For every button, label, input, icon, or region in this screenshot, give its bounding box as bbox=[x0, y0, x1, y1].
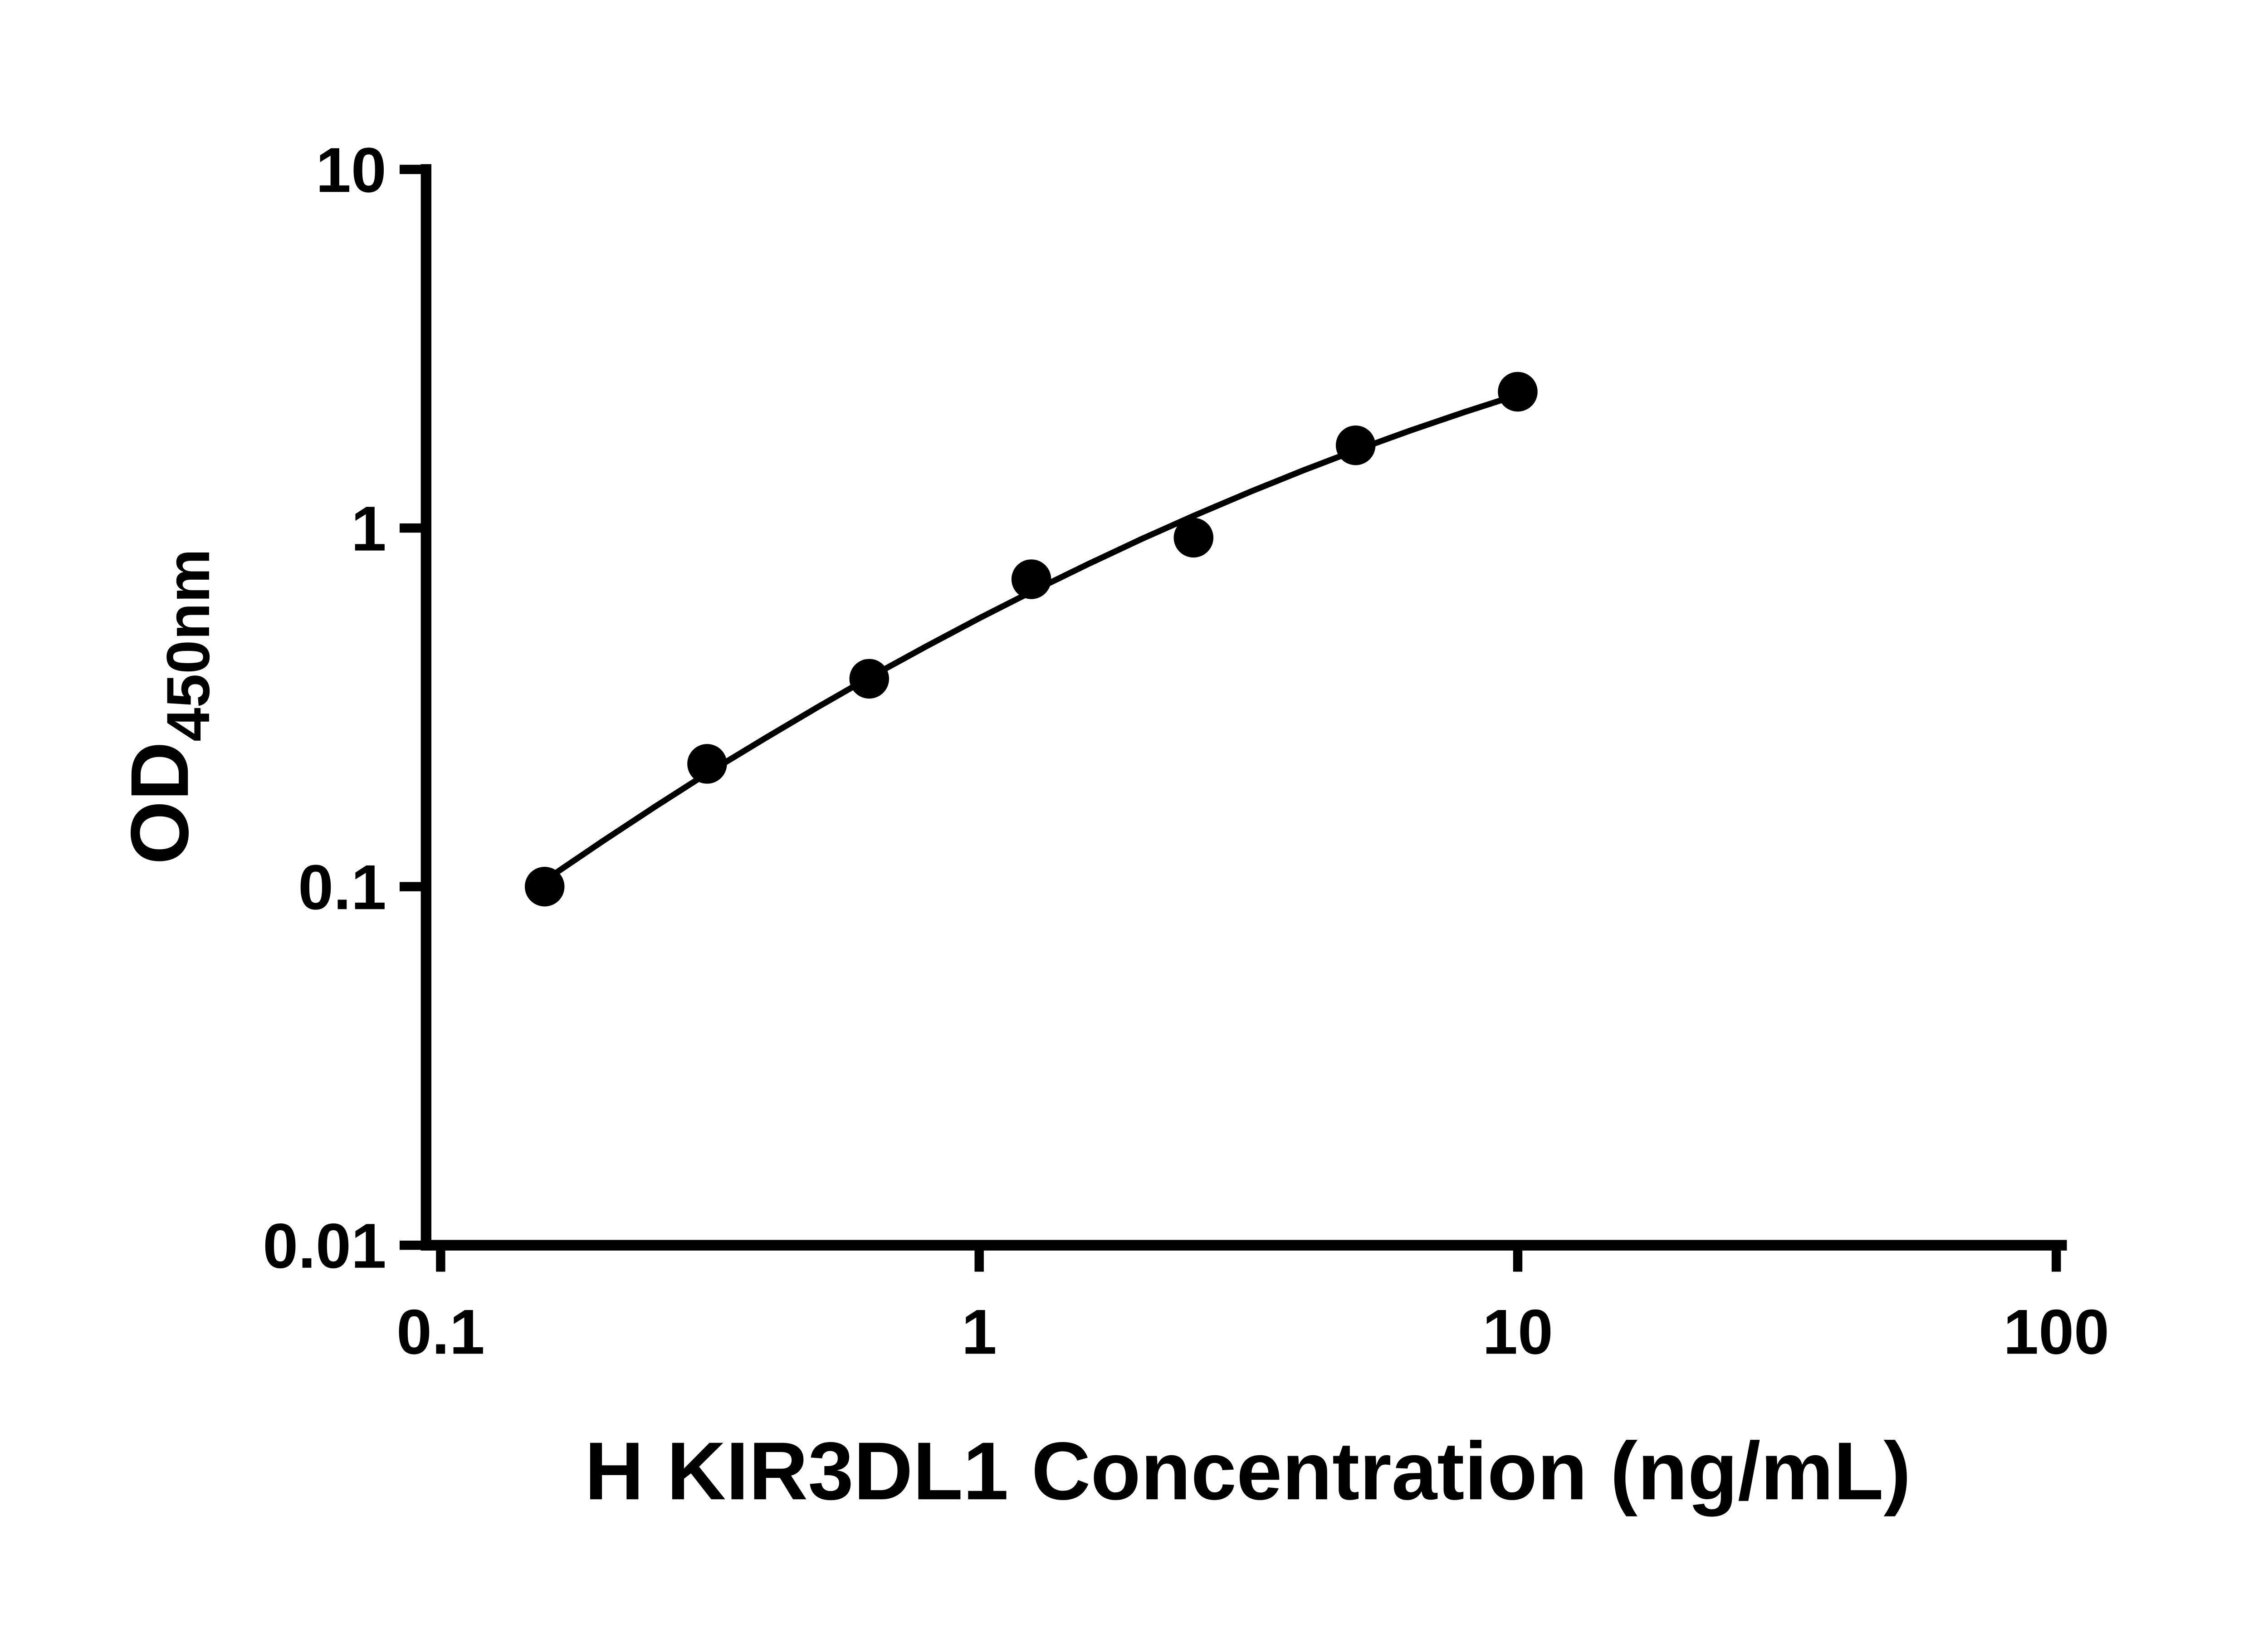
fit-curve-path bbox=[542, 392, 1521, 884]
y-tick-label: 0.01 bbox=[263, 1210, 386, 1281]
data-point bbox=[1011, 559, 1051, 599]
axes bbox=[420, 164, 2067, 1251]
data-point bbox=[1173, 518, 1214, 558]
y-axis-title: OD450nm bbox=[114, 549, 222, 865]
tick-marks bbox=[399, 165, 2061, 1272]
x-tick-label: 1 bbox=[962, 1296, 997, 1367]
x-axis-title: H KIR3DL1 Concentration (ng/mL) bbox=[585, 1425, 1911, 1517]
data-point bbox=[849, 659, 890, 699]
data-series bbox=[524, 372, 1538, 907]
y-tick-label: 0.1 bbox=[298, 851, 386, 923]
y-axis-title-main: OD bbox=[114, 742, 205, 865]
y-axis-title-subscript: 450nm bbox=[155, 549, 222, 742]
x-tick-label: 10 bbox=[1482, 1296, 1553, 1367]
data-point bbox=[1498, 372, 1538, 412]
data-point bbox=[1335, 425, 1376, 465]
x-tick-label: 0.1 bbox=[396, 1296, 485, 1367]
x-tick-label: 100 bbox=[2003, 1296, 2109, 1367]
y-tick-label: 10 bbox=[316, 134, 386, 205]
data-point bbox=[524, 866, 565, 907]
y-tick-label: 1 bbox=[351, 493, 386, 564]
data-point bbox=[687, 744, 727, 784]
